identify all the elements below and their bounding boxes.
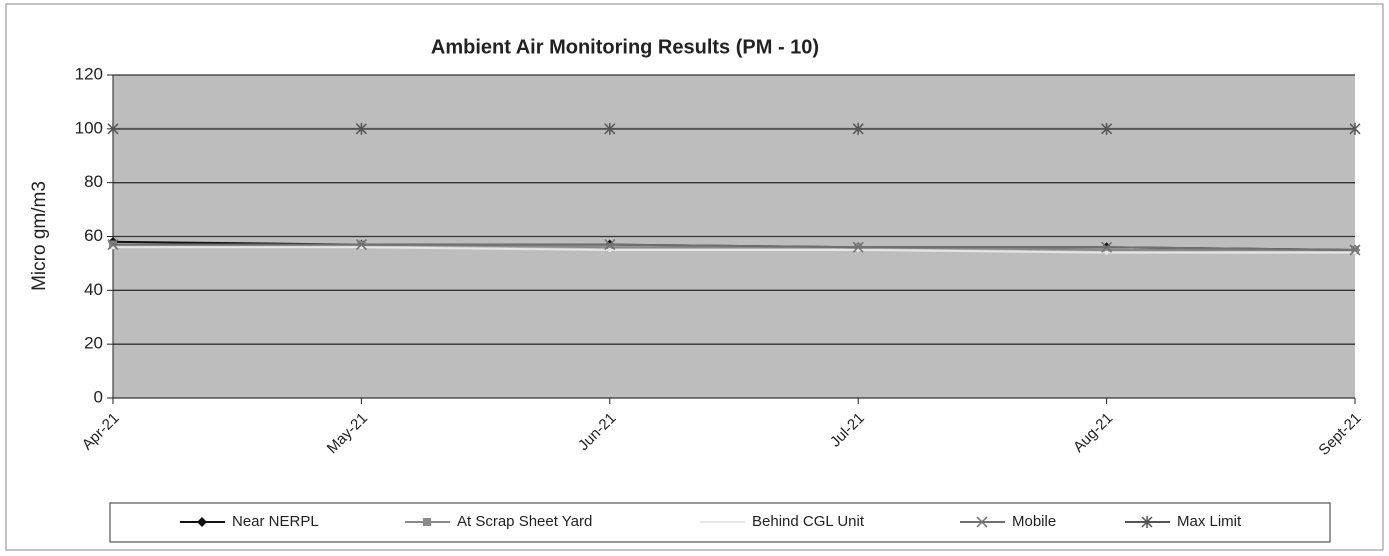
marker xyxy=(355,239,367,251)
marker xyxy=(852,122,864,135)
marker xyxy=(607,247,612,252)
marker xyxy=(107,122,119,135)
series-line xyxy=(113,243,1356,251)
y-tick-label: 60 xyxy=(84,226,103,245)
y-tick-label: 100 xyxy=(75,118,103,137)
marker xyxy=(107,239,119,251)
marker xyxy=(1101,241,1113,253)
legend-label: Behind CGL Unit xyxy=(752,513,865,530)
marker xyxy=(423,518,431,526)
y-tick-label: 0 xyxy=(94,387,103,406)
marker xyxy=(1141,516,1153,528)
marker xyxy=(604,122,616,135)
y-tick-label: 120 xyxy=(75,64,103,83)
legend-label: Near NERPL xyxy=(232,513,319,530)
marker xyxy=(355,122,367,135)
marker xyxy=(976,516,988,528)
marker xyxy=(605,243,614,252)
marker xyxy=(1102,245,1111,254)
legend-label: Max Limit xyxy=(1177,513,1242,530)
chart-title: Ambient Air Monitoring Results (PM - 10) xyxy=(431,36,819,58)
marker xyxy=(1349,122,1361,135)
marker xyxy=(852,241,864,253)
legend-label: Mobile xyxy=(1012,513,1056,530)
marker xyxy=(1349,244,1361,256)
marker xyxy=(1104,250,1109,255)
marker xyxy=(604,239,616,251)
y-tick-label: 80 xyxy=(84,172,103,191)
y-tick-label: 40 xyxy=(84,280,103,299)
y-tick-label: 20 xyxy=(84,334,103,353)
legend-label: At Scrap Sheet Yard xyxy=(457,513,592,530)
series-line xyxy=(113,246,1355,254)
marker xyxy=(197,517,207,527)
marker xyxy=(1101,122,1113,135)
y-axis-label: Micro gm/m3 xyxy=(29,181,50,291)
